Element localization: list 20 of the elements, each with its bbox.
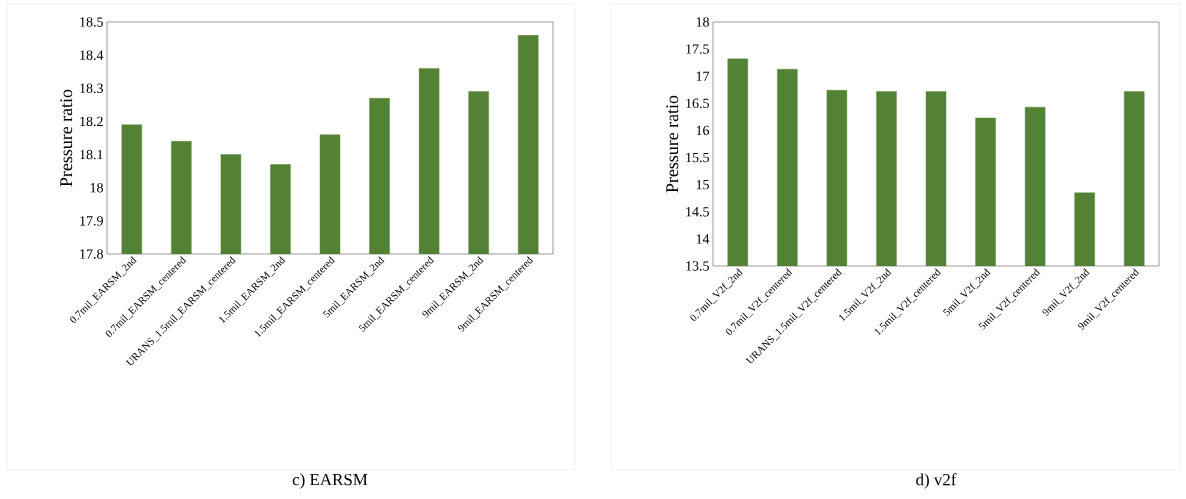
y-tick-label: 15 [696,179,709,190]
y-tick-label: 18.5 [80,17,103,27]
y-tick-label: 18.2 [80,116,103,127]
y-tick-label: 17.5 [686,44,709,54]
y-tick-label: 18 [696,17,709,27]
y-axis-title: Pressure ratio [666,95,679,193]
y-tick-label: 17.9 [80,216,103,226]
y-tick-label: 18 [90,183,103,193]
y-tick-label: 18.1 [80,149,103,160]
y-tick-label: 17 [696,71,710,81]
y-axis-title: Pressure ratio [60,89,73,187]
y-tick-label: 14.5 [686,207,709,217]
y-tick-label: 16 [696,125,710,136]
y-tick-label: 18.3 [80,83,103,94]
y-tick-label: 14 [696,234,710,244]
y-tick-label: 16.5 [686,98,709,109]
text: d) v2f [916,473,957,489]
text: c) EARSM [292,473,368,489]
y-tick-label: 15.5 [686,152,709,163]
y-tick-label: 18.4 [80,50,104,60]
